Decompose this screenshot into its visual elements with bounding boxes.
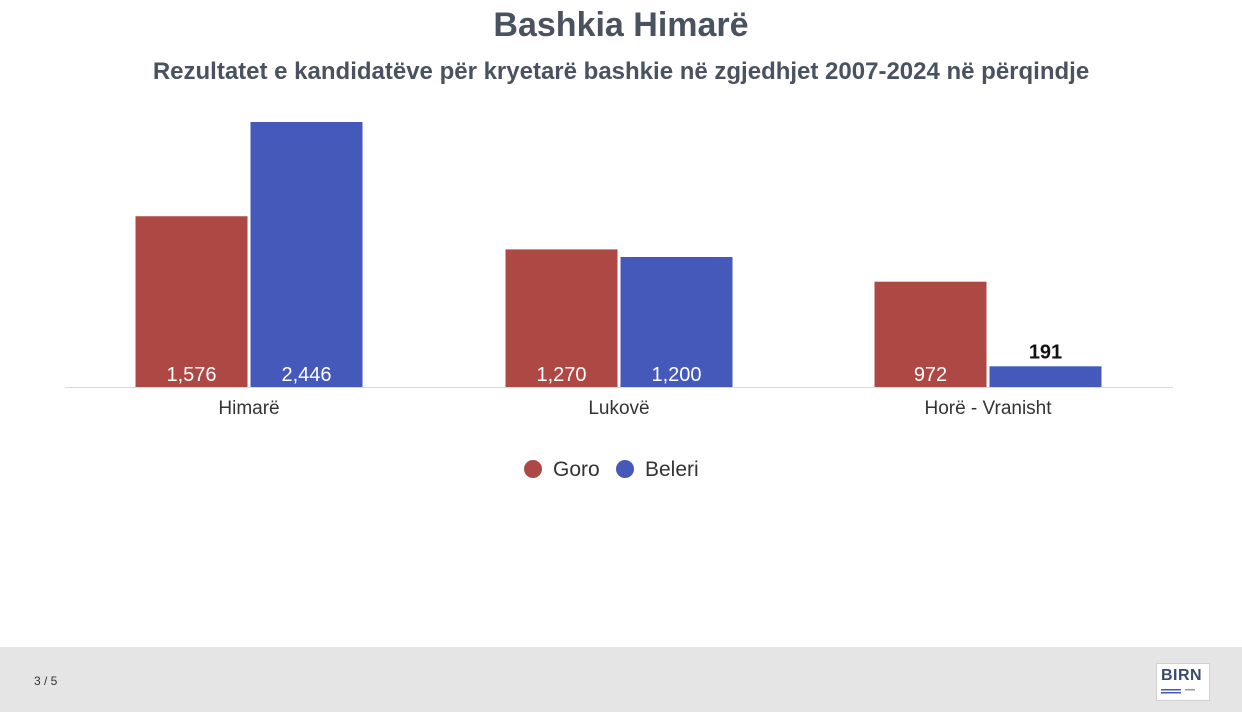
birn-logo: BIRN <box>1156 663 1210 701</box>
bar-goro-1 <box>505 249 618 387</box>
footer-bar: 3 / 5 BIRN <box>0 647 1242 712</box>
bar-beleri-2 <box>989 366 1102 387</box>
data-label-goro-1: 1,270 <box>536 364 586 386</box>
chart-subtitle: Rezultatet e kandidatëve për kryetarë ba… <box>152 58 1090 85</box>
page-counter: 3 / 5 <box>34 674 58 688</box>
data-label-goro-2: 972 <box>914 364 947 386</box>
legend-label-goro: Goro <box>553 458 600 481</box>
bar-goro-2 <box>874 281 987 387</box>
chart-title: Bashkia Himarë <box>493 6 749 44</box>
category-label-2: Horë - Vranisht <box>924 398 1052 419</box>
legend-marker-beleri <box>616 460 634 478</box>
bar-beleri-1 <box>620 256 733 387</box>
bar-beleri-0 <box>250 122 363 387</box>
data-label-beleri-2: 191 <box>1029 341 1062 363</box>
logo-lines-icon <box>1161 689 1195 694</box>
legend-label-beleri: Beleri <box>645 458 699 481</box>
logo-text: BIRN <box>1161 667 1203 684</box>
data-label-beleri-0: 2,446 <box>281 364 331 386</box>
category-label-1: Lukovë <box>588 398 649 419</box>
bar-goro-0 <box>135 216 248 387</box>
data-label-beleri-1: 1,200 <box>651 364 701 386</box>
data-label-goro-0: 1,576 <box>166 364 216 386</box>
legend-marker-goro <box>524 460 542 478</box>
category-label-0: Himarë <box>218 398 279 419</box>
